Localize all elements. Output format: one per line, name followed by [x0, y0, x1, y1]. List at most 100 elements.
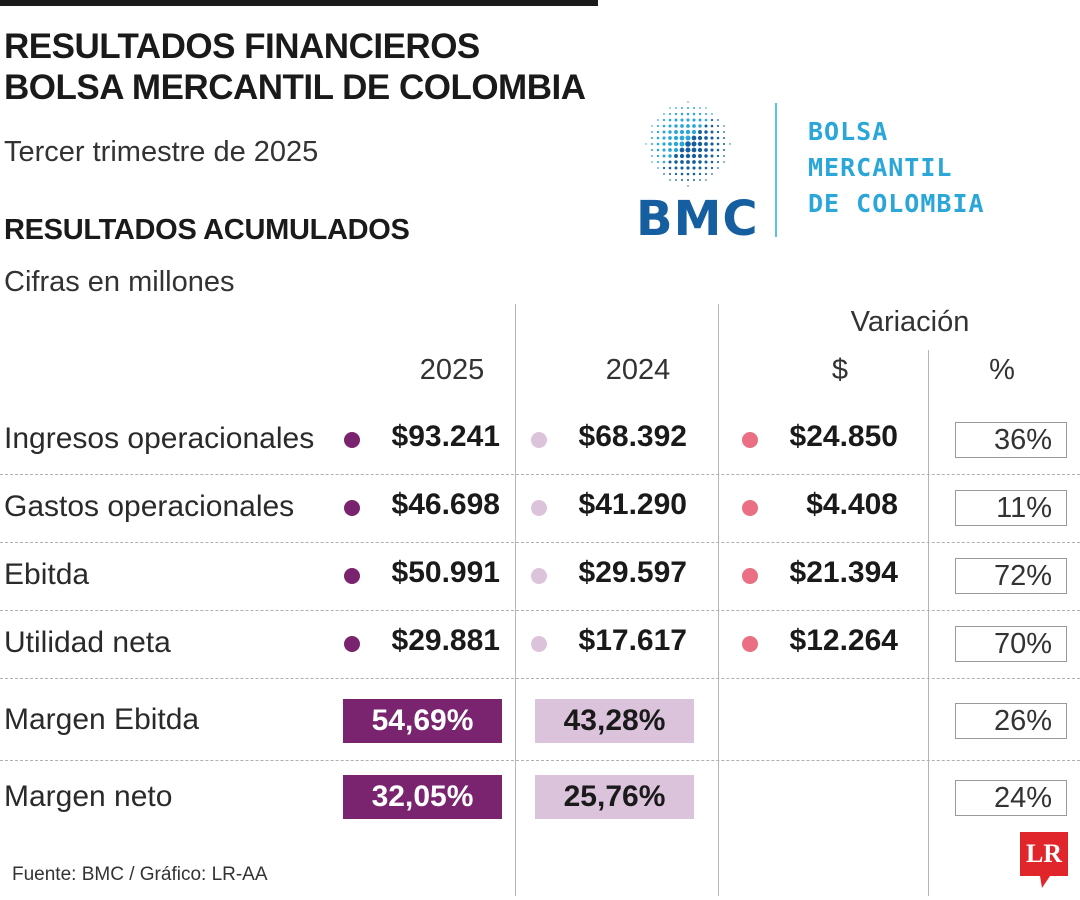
dot-2024 [531, 432, 547, 448]
header-variation-percent: % [989, 354, 1015, 386]
globe-dot [651, 149, 653, 151]
globe-dot [686, 166, 690, 170]
globe-dot [668, 148, 672, 152]
globe-dot [691, 135, 697, 141]
globe-dot [723, 143, 725, 145]
globe-dot [692, 166, 696, 170]
globe-dot [673, 141, 679, 147]
globe-dot [662, 130, 666, 134]
value-2024: $68.392 [578, 420, 687, 453]
globe-dot [651, 161, 653, 163]
logo-name: BOLSA MERCANTIL DE COLOMBIA [808, 114, 985, 222]
lr-badge-label: LR [1025, 839, 1063, 868]
row-label-utilidad: Utilidad neta [4, 626, 171, 659]
globe-dot [686, 172, 690, 176]
header-2024: 2024 [605, 354, 671, 386]
globe-dot [691, 129, 697, 135]
globe-dot [698, 118, 702, 122]
column-divider-2024 [515, 304, 516, 896]
globe-dot [698, 124, 702, 128]
globe-dot [717, 119, 719, 121]
globe-dot [680, 166, 684, 170]
row-label-margen-ebitda: Margen Ebitda [4, 703, 200, 736]
globe-dot [651, 137, 653, 139]
globe-dot [692, 172, 696, 176]
header-2025: 2025 [419, 354, 485, 386]
globe-dot [680, 118, 684, 122]
globe-dot [668, 142, 672, 146]
globe-dot [681, 179, 683, 181]
globe-dot [705, 107, 707, 109]
row-label-gastos: Gastos operacionales [4, 490, 295, 523]
globe-dot [699, 107, 701, 109]
globe-dot [687, 185, 689, 187]
globe-dot [710, 160, 714, 164]
globe-dot [679, 147, 685, 153]
dot-2025 [344, 568, 360, 584]
top-rule [0, 0, 598, 6]
globe-dot [723, 131, 725, 133]
globe-dot [656, 148, 660, 152]
globe-dot [691, 153, 697, 159]
globe-dot [656, 136, 660, 140]
globe-dot [656, 124, 660, 128]
row-separator [0, 760, 1080, 761]
globe-dot [656, 160, 660, 164]
globe-dot [729, 143, 731, 145]
globe-dot [651, 131, 653, 133]
row-separator [0, 474, 1080, 475]
globe-dot [674, 172, 678, 176]
globe-dot [710, 130, 714, 134]
globe-dot [686, 118, 690, 122]
globe-dot [662, 118, 666, 122]
globe-dot [674, 160, 678, 164]
globe-dot [698, 172, 702, 176]
value-variation-amount: $12.264 [789, 624, 898, 657]
globe-dot [704, 154, 708, 158]
units-note: Cifras en millones [4, 266, 235, 298]
globe-dot [679, 135, 685, 141]
globe-dot [668, 130, 672, 134]
globe-dot [674, 112, 678, 116]
globe-dot [668, 172, 672, 176]
value-variation-percent: 26% [955, 703, 1067, 739]
value-variation-percent: 11% [955, 490, 1067, 526]
globe-dot [675, 179, 677, 181]
globe-dot [679, 141, 685, 147]
globe-dot [723, 149, 725, 151]
row-separator [0, 678, 1080, 679]
globe-dot [673, 147, 679, 153]
globe-dot [662, 136, 666, 140]
value-2025: $46.698 [391, 488, 500, 521]
globe-dot [668, 166, 672, 170]
globe-dot [710, 124, 714, 128]
globe-dot [668, 154, 672, 158]
column-divider-variation [718, 304, 719, 896]
globe-dot [693, 107, 695, 109]
globe-dot [662, 160, 666, 164]
globe-dot [668, 160, 672, 164]
globe-dot [675, 107, 677, 109]
globe-dot [663, 173, 665, 175]
globe-dot [674, 118, 678, 122]
globe-dot [680, 172, 684, 176]
globe-dot [717, 167, 719, 169]
globe-dot [710, 154, 714, 158]
globe-dot [697, 141, 703, 147]
globe-dot [691, 141, 697, 147]
value-variation-percent: 24% [955, 780, 1067, 816]
globe-dot [669, 179, 671, 181]
dot-variation [742, 568, 758, 584]
header-variation-amount: $ [831, 354, 849, 386]
globe-dot [698, 160, 702, 164]
globe-dot [704, 172, 708, 176]
lr-badge-icon [1020, 832, 1068, 888]
globe-dot [698, 130, 702, 134]
value-variation-percent: 36% [955, 422, 1067, 458]
globe-dot [716, 142, 720, 146]
globe-dot [669, 107, 671, 109]
margin-bar-2025: 32,05% [343, 775, 502, 819]
globe-dot [663, 113, 665, 115]
globe-dot [668, 112, 672, 116]
dot-2024 [531, 636, 547, 652]
